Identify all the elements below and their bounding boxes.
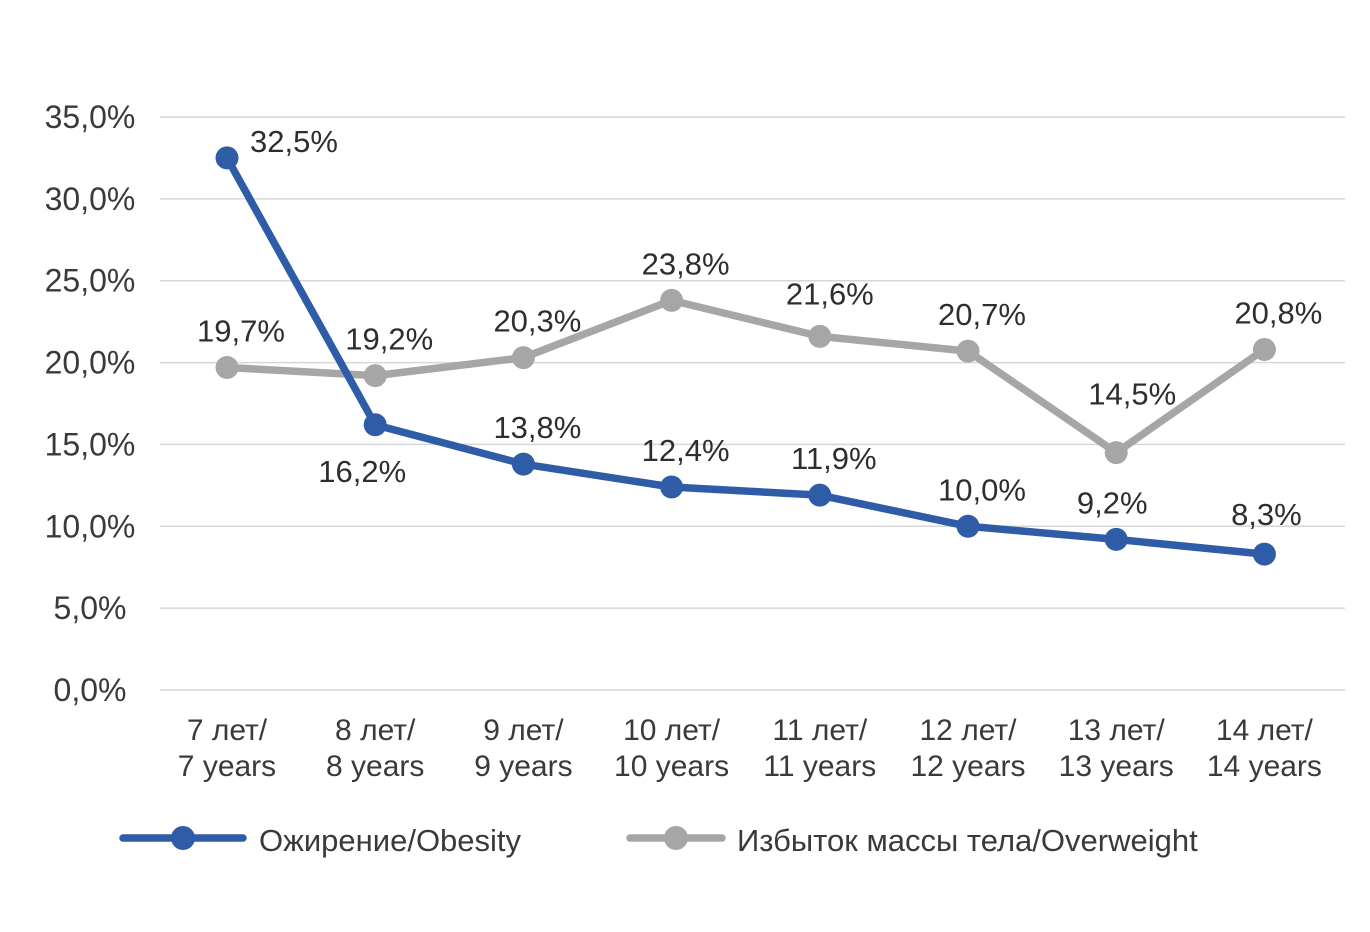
obesity-point-marker <box>956 514 980 538</box>
obesity-data-label: 9,2% <box>1077 485 1148 520</box>
x-tick-label: 9 лет/ <box>483 714 564 747</box>
obesity-data-label: 11,9% <box>791 441 877 476</box>
x-tick-label: 10 лет/ <box>623 714 721 747</box>
x-tick-label: 8 лет/ <box>335 714 416 747</box>
obesity-data-label: 10,0% <box>938 472 1026 507</box>
legend-overweight-marker <box>664 826 688 850</box>
y-tick-label: 15,0% <box>45 426 136 462</box>
obesity-point-marker <box>660 475 684 499</box>
overweight-point-marker <box>363 364 387 388</box>
y-tick-label: 25,0% <box>45 263 136 299</box>
x-tick-label: 11 years <box>763 750 876 783</box>
obesity-point-marker <box>511 452 535 476</box>
y-tick-label: 10,0% <box>45 508 136 544</box>
obesity-data-label: 12,4% <box>642 433 730 468</box>
obesity-point-marker <box>1104 527 1128 551</box>
obesity-point-marker <box>808 483 832 507</box>
overweight-point-marker <box>1104 441 1128 465</box>
x-tick-label: 7 years <box>178 750 276 783</box>
x-tick-label: 9 years <box>474 750 572 783</box>
legend-overweight-label: Избыток массы тела/Overweight <box>737 823 1198 858</box>
overweight-point-marker <box>511 346 535 370</box>
overweight-data-label: 19,2% <box>345 322 433 357</box>
obesity-point-marker <box>1252 542 1276 566</box>
overweight-point-marker <box>215 355 239 379</box>
x-tick-label: 14 years <box>1207 750 1322 783</box>
obesity-data-label: 16,2% <box>318 454 406 489</box>
overweight-point-marker <box>956 339 980 363</box>
x-tick-label: 13 лет/ <box>1068 714 1166 747</box>
obesity-line <box>223 154 1269 558</box>
y-tick-label: 20,0% <box>45 345 136 381</box>
overweight-data-label: 14,5% <box>1088 377 1176 412</box>
x-tick-label: 13 years <box>1059 750 1174 783</box>
y-tick-label: 5,0% <box>54 590 127 626</box>
x-tick-label: 7 лет/ <box>187 714 268 747</box>
x-tick-label: 10 years <box>614 750 729 783</box>
overweight-point-marker <box>808 324 832 348</box>
obesity-data-label: 8,3% <box>1231 497 1302 532</box>
overweight-point-marker <box>1252 337 1276 361</box>
overweight-data-label: 23,8% <box>642 246 730 281</box>
x-tick-label: 12 years <box>910 750 1025 783</box>
overweight-data-label: 20,3% <box>493 304 581 339</box>
x-tick-label: 8 years <box>326 750 424 783</box>
obesity-data-label: 13,8% <box>493 410 581 445</box>
overweight-line <box>223 296 1269 457</box>
y-tick-label: 35,0% <box>45 99 136 135</box>
obesity-point-marker <box>215 146 239 170</box>
x-tick-label: 11 лет/ <box>772 714 867 747</box>
obesity-point-marker <box>363 413 387 437</box>
overweight-data-label: 20,8% <box>1234 295 1322 330</box>
y-tick-label: 30,0% <box>45 181 136 217</box>
y-tick-label: 0,0% <box>54 672 127 708</box>
overweight-point-marker <box>660 288 684 312</box>
obesity-data-label: 32,5% <box>250 124 338 159</box>
legend-obesity-marker <box>171 826 195 850</box>
overweight-data-label: 19,7% <box>197 313 285 348</box>
x-tick-label: 12 лет/ <box>920 714 1018 747</box>
legend-obesity-label: Ожирение/Obesity <box>259 823 522 858</box>
x-tick-label: 14 лет/ <box>1216 714 1314 747</box>
overweight-data-label: 21,6% <box>786 276 874 311</box>
overweight-data-label: 20,7% <box>938 297 1026 332</box>
